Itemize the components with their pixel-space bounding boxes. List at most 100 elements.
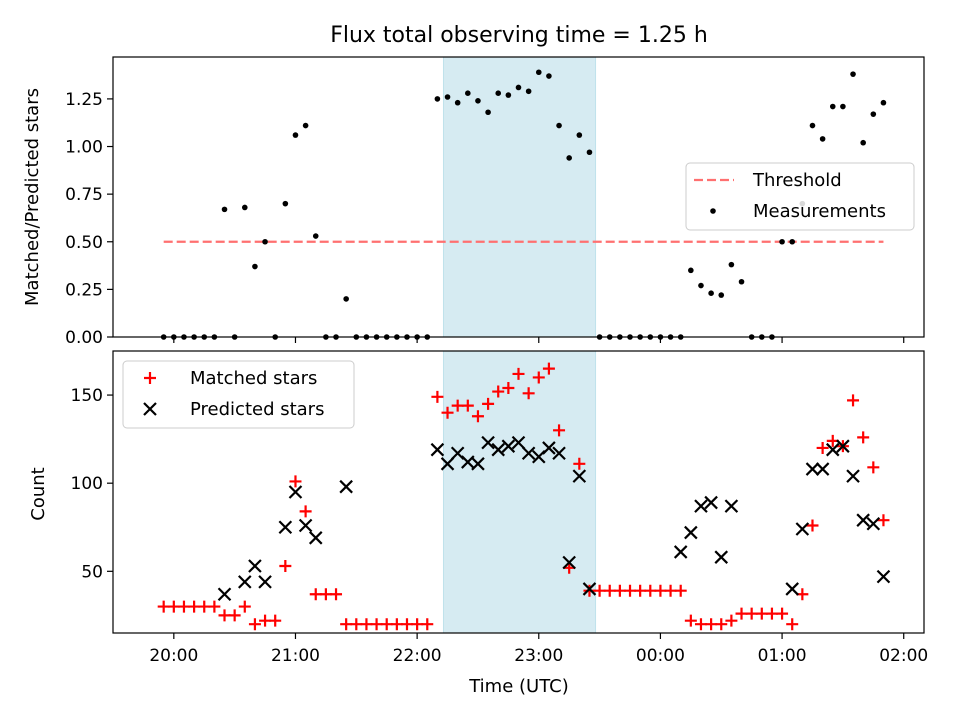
measurement-point	[495, 90, 502, 96]
matched-point	[177, 600, 190, 613]
matched-point	[492, 385, 505, 398]
matched-point	[705, 618, 718, 631]
predicted-point	[825, 442, 840, 457]
measurement-point	[343, 296, 349, 302]
predicted-point	[308, 531, 323, 545]
measurement-point	[302, 122, 309, 129]
matched-point	[553, 424, 566, 437]
predicted-point	[673, 545, 688, 559]
predicted-point	[481, 435, 495, 450]
matched-point	[603, 584, 616, 597]
x-tick-label: 00:00	[636, 646, 685, 666]
predicted-point	[288, 485, 303, 499]
matched-point	[674, 584, 687, 597]
matched-point	[411, 618, 424, 631]
matched-point	[857, 431, 870, 444]
matched-point	[461, 399, 474, 412]
measurement-point	[708, 290, 714, 296]
legend-label: Matched stars	[190, 368, 317, 389]
matched-point	[816, 441, 829, 454]
matched-point	[167, 600, 180, 613]
measurement-point	[292, 132, 299, 138]
predicted-point	[491, 442, 506, 457]
predicted-point	[815, 462, 830, 476]
matched-point	[441, 406, 454, 419]
observing-span	[442, 56, 597, 338]
predicted-point	[694, 499, 708, 513]
matched-point	[765, 607, 778, 620]
matched-point	[299, 505, 312, 518]
predicted-point	[876, 569, 891, 584]
predicted-point	[856, 513, 870, 527]
top-panel-ratio: 0.00 0.25 0.50 0.75 1.00 1.25 Threshold Measure…	[65, 56, 925, 348]
predicted-point	[805, 462, 820, 476]
measurement-point	[870, 111, 877, 117]
predicted-point	[339, 479, 353, 494]
matched-point	[238, 600, 251, 613]
predicted-point	[430, 442, 445, 457]
predicted-point	[258, 575, 272, 589]
matched-point	[755, 607, 768, 620]
bottom-y-axis-label: Count	[28, 467, 49, 520]
measurement-point	[525, 88, 532, 95]
predicted-point	[562, 555, 576, 570]
measurement-point	[505, 92, 512, 98]
y-tick-label: 100	[71, 474, 103, 494]
predicted-point	[248, 559, 262, 573]
legend-label: Threshold	[752, 170, 842, 191]
matched-point	[776, 607, 789, 620]
matched-point	[157, 600, 170, 613]
legend-matched-swatch	[144, 372, 156, 384]
measurement-point	[485, 109, 491, 116]
matched-point	[198, 600, 211, 613]
matched-point	[228, 609, 241, 622]
matched-point	[512, 367, 525, 380]
measurement-point	[221, 206, 228, 213]
matched-point	[451, 399, 464, 412]
matched-point	[208, 600, 221, 613]
predicted-point	[846, 469, 860, 483]
x-tick-label: 21:00	[271, 646, 320, 666]
measurement-point	[535, 69, 542, 76]
matched-point	[400, 618, 413, 631]
matched-point	[654, 584, 667, 597]
matched-point	[350, 618, 363, 631]
predicted-point	[552, 446, 566, 461]
matched-point	[370, 618, 383, 631]
matched-point	[644, 584, 657, 597]
matched-point	[330, 588, 343, 601]
matched-point	[502, 382, 515, 395]
predicted-point	[440, 457, 455, 471]
legend: Threshold Measurements	[685, 162, 915, 231]
y-tick-label: 50	[81, 562, 103, 582]
measurement-point	[819, 136, 826, 142]
matched-point	[715, 618, 728, 631]
predicted-point	[714, 550, 729, 564]
measurement-point	[880, 99, 887, 106]
measurement-point	[454, 99, 461, 106]
x-axis-label: Time (UTC)	[468, 676, 569, 697]
matched-point	[867, 461, 880, 474]
matched-point	[664, 584, 677, 597]
measurement-point	[252, 263, 258, 270]
matched-point	[877, 514, 890, 527]
x-tick-label: 02:00	[879, 646, 928, 666]
predicted-point	[521, 446, 536, 461]
measurement-point	[546, 73, 552, 79]
matched-point	[532, 371, 545, 384]
y-tick-label: 0.50	[65, 233, 103, 253]
matched-point	[624, 584, 637, 597]
measurement-point	[789, 238, 796, 245]
matched-point	[593, 584, 606, 597]
predicted-point	[511, 435, 526, 450]
measurement-point	[515, 84, 522, 91]
axes-frame	[112, 350, 925, 634]
predicted-point	[582, 582, 597, 596]
matched-point	[380, 618, 393, 631]
matched-point	[522, 387, 535, 400]
measurement-point	[698, 282, 704, 289]
bottom-panel-counts: 50 100 150 20:00 21:00 22:00 23:00 00:00 01:00 02…	[71, 350, 928, 666]
matched-point	[421, 618, 434, 631]
measurement-point	[241, 204, 248, 211]
legend-label: Measurements	[753, 201, 886, 222]
